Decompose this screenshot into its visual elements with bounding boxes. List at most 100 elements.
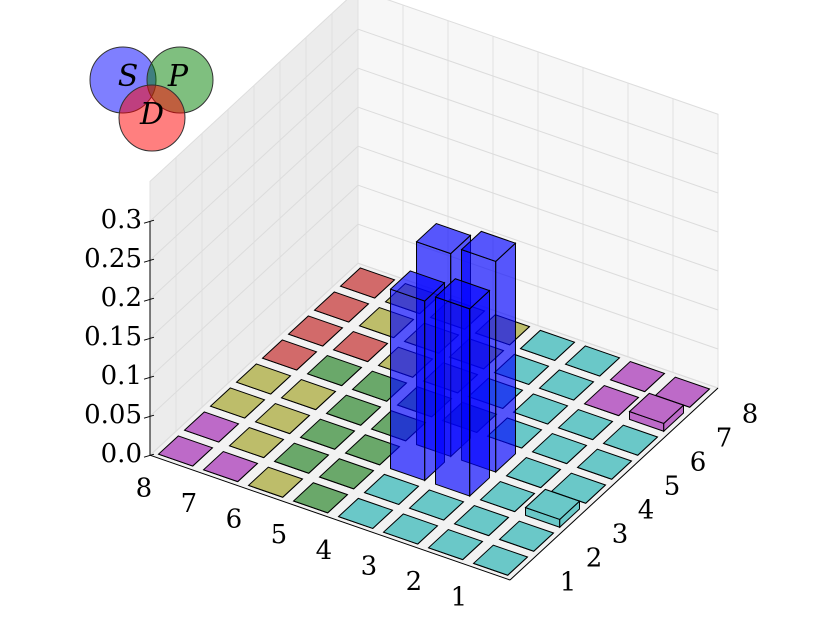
bar-top [273,442,330,474]
bar-top [287,315,344,347]
legend-circle [118,84,186,152]
bar-top [427,528,484,561]
y-tick-label: 7 [716,424,733,454]
y-tick-label: 2 [586,544,603,574]
y-tick-label: 6 [690,448,707,478]
bar [313,291,370,323]
bar [602,424,659,456]
bar-top [389,270,446,302]
x-axis [149,454,511,581]
bar-top [538,369,595,401]
bar [564,345,621,377]
bar-top [498,520,555,552]
grid-line [149,184,719,378]
legend-label: P [167,59,189,94]
bar [325,394,382,426]
bar [609,360,666,393]
bar-top [299,418,356,450]
bar-top [280,378,337,411]
bar [505,456,562,489]
bar [183,411,240,443]
bar-face [390,288,426,482]
legend-label: S [118,59,139,94]
bar-top [157,435,214,467]
bar [427,528,484,561]
grid-line [149,223,719,417]
bar-top [254,402,311,435]
bar-top [460,230,517,263]
bar-top [235,363,292,395]
bar-top [564,345,621,377]
bar [254,402,311,435]
grid-line [149,28,719,222]
z-tick-label: 0.3 [101,205,142,235]
bar [363,473,420,506]
bar-top [576,448,633,480]
bar-top [339,267,396,299]
x-tick-label: 4 [316,536,333,566]
bar [235,363,292,395]
bar-top [472,544,529,576]
bar-top [434,278,491,310]
bar [332,330,389,363]
z-tick-label: 0.25 [84,244,142,274]
bar [280,378,337,411]
grid-line [149,67,719,261]
bar-top [531,432,588,465]
bar-top [292,482,349,514]
bar [583,384,640,417]
bar [318,458,375,490]
bar [228,426,285,459]
bar [202,450,259,483]
bar-top [415,222,472,255]
z-tick-label: 0.0 [101,439,142,469]
bar-top [325,394,382,426]
bar [157,435,214,467]
bar-top [628,392,685,425]
bar [434,278,491,498]
z-tick-label: 0.05 [84,400,142,430]
bar-top [524,488,581,521]
y-axis [509,387,719,581]
bar [382,513,439,545]
bar [519,329,576,362]
bar [524,488,581,529]
bar [531,432,588,465]
bar [339,267,396,299]
bar-top [505,456,562,489]
bar-top [337,497,394,530]
bar-top [318,458,375,490]
bar-top [453,504,510,537]
bar [292,482,349,514]
y-tick-label: 8 [742,400,759,430]
bar-top [202,450,259,483]
x-tick-label: 7 [181,489,198,519]
z-tick [143,453,155,458]
z-tick [143,414,155,419]
bar-top [313,291,370,323]
bar-top [609,360,666,393]
bar [209,387,266,419]
bar-top [363,473,420,506]
grid-line [149,145,719,339]
bar [261,339,318,371]
bar [247,466,304,498]
bar-top [512,393,569,425]
y-tick-label: 3 [612,520,629,550]
y-tick-label: 5 [664,472,681,502]
z-tick-label: 0.15 [84,322,142,352]
bar-top [183,411,240,443]
bar [576,448,633,480]
z-tick [143,219,155,224]
bar-top [228,426,285,459]
bar [453,504,510,537]
bar [299,418,356,450]
z-tick [143,297,155,302]
bar [538,369,595,401]
bar [408,489,465,521]
bar-top [479,480,536,513]
z-tick [143,258,155,263]
grid-line [149,106,719,300]
z-tick-label: 0.1 [101,361,142,391]
